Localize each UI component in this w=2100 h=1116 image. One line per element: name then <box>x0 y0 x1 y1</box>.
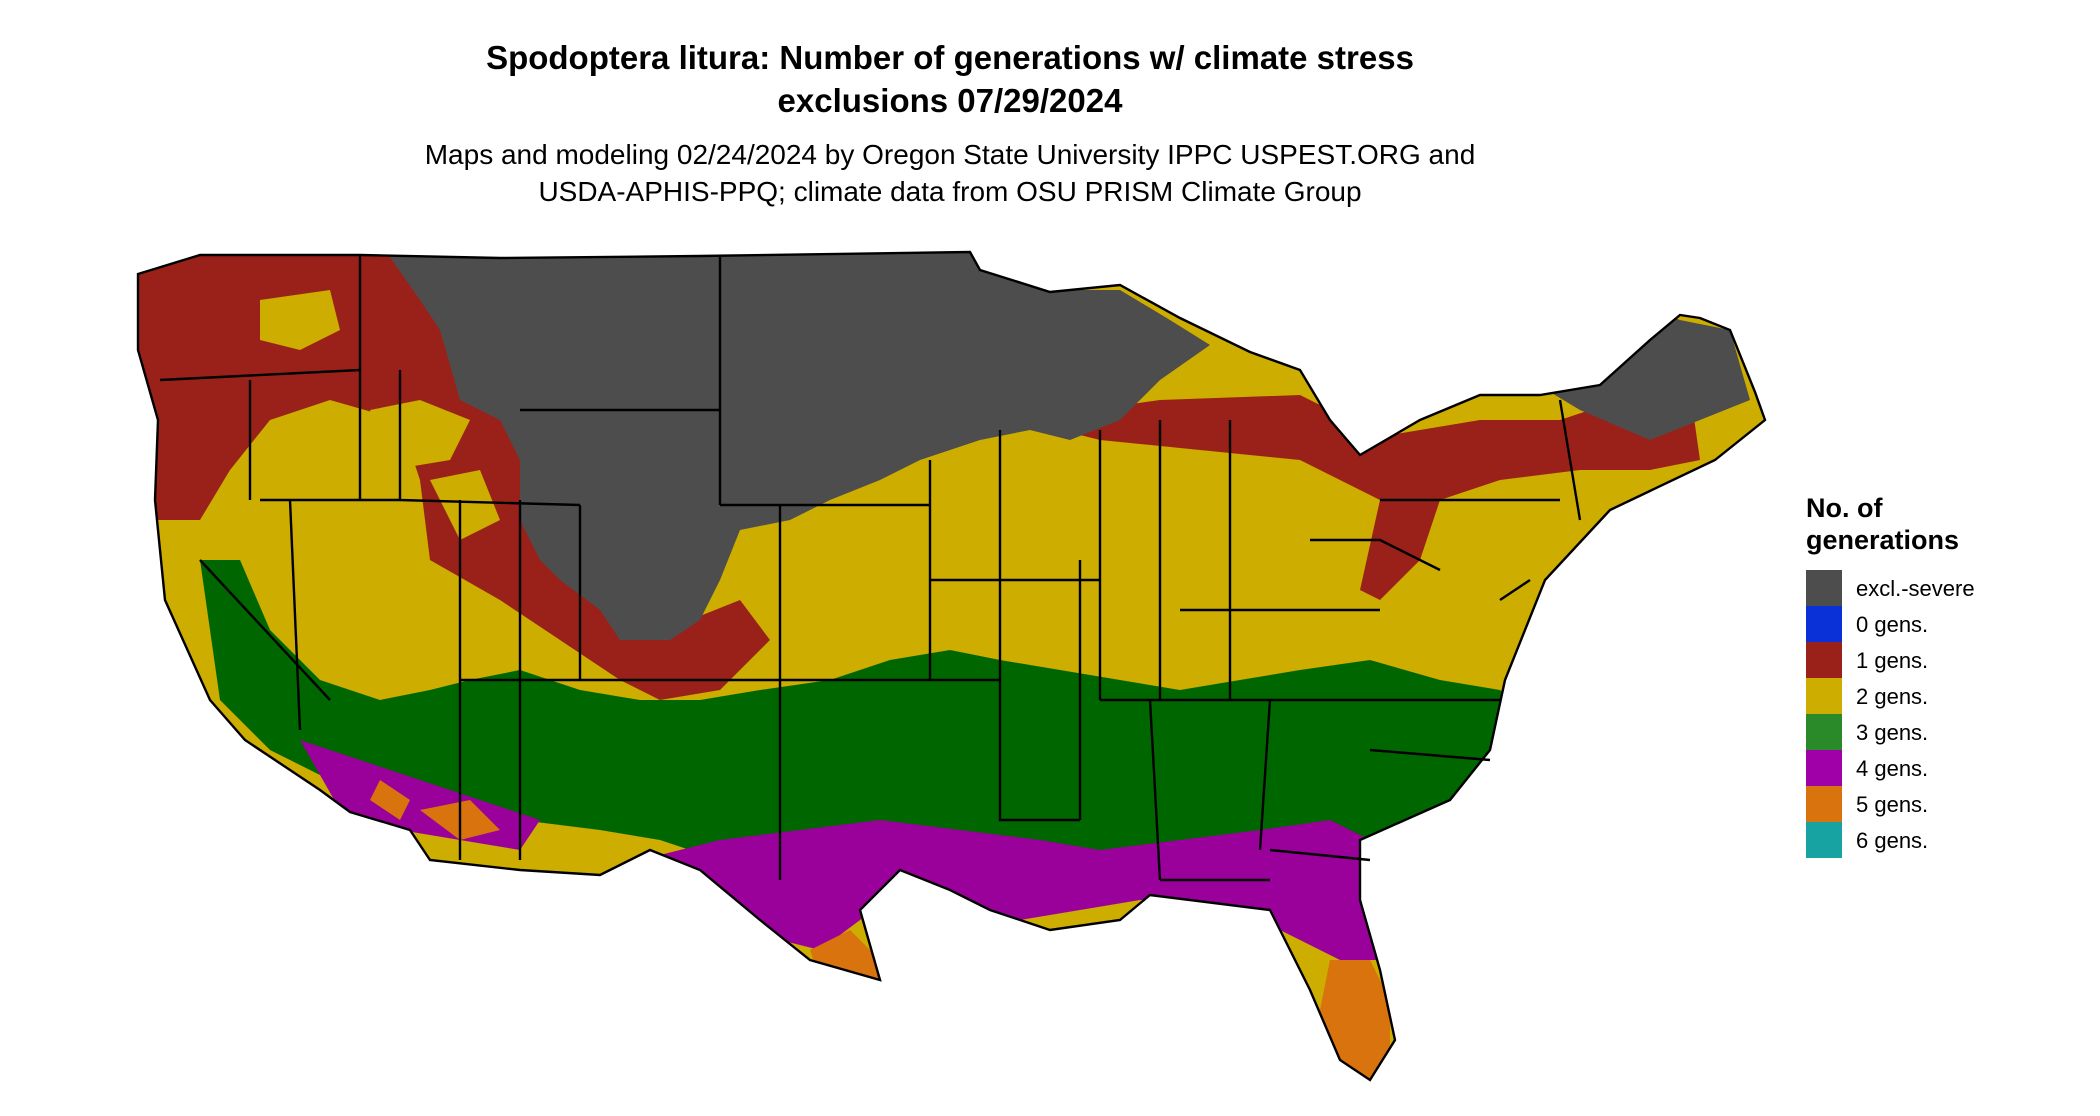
legend-swatch <box>1806 606 1842 642</box>
zone-1-gens-northeast <box>1020 390 1700 600</box>
map-subtitle-line-1: Maps and modeling 02/24/2024 by Oregon S… <box>424 139 1476 170</box>
map-subtitle-line-2: USDA-APHIS-PPQ; climate data from OSU PR… <box>538 176 1362 207</box>
legend-swatch <box>1806 822 1842 858</box>
legend-item: 3 gens. <box>1806 714 2066 750</box>
legend-label: 3 gens. <box>1856 720 1929 745</box>
legend-swatch <box>1806 750 1842 786</box>
legend-label: 1 gens. <box>1856 648 1929 673</box>
state-lines <box>159 255 1582 882</box>
zone-2-gens-northwest-patch <box>260 290 500 540</box>
map-title-line-2: exclusions 07/29/2024 <box>777 82 1123 119</box>
legend-title-line-2: generations <box>1806 525 1960 555</box>
legend-swatch <box>1806 786 1842 822</box>
legend-item: 0 gens. <box>1806 606 2066 642</box>
legend-swatch <box>1806 678 1842 714</box>
legend: No. of generations excl.-severe 0 gens. 1 … <box>1806 492 1975 858</box>
legend-item: excl.-severe <box>1806 570 2066 606</box>
us-outline <box>136 250 1767 1082</box>
legend-title-line-1: No. of <box>1806 493 1883 523</box>
legend-label: 5 gens. <box>1856 792 1929 817</box>
legend-swatch <box>1806 642 1842 678</box>
generation-zones <box>138 252 1765 1092</box>
legend-swatch <box>1806 570 1842 606</box>
legend-label: 2 gens. <box>1856 684 1929 709</box>
zone-3-gens <box>200 560 1530 880</box>
legend-swatch <box>1806 714 1842 750</box>
legend-item: 6 gens. <box>1806 822 2066 858</box>
legend-item: 4 gens. <box>1806 750 2066 786</box>
state-boundaries <box>136 250 1767 1082</box>
legend-label: 0 gens. <box>1856 612 1929 637</box>
legend-label: 6 gens. <box>1856 828 1929 853</box>
zone-4-gens <box>300 740 1380 960</box>
legend-item: 2 gens. <box>1806 678 2066 714</box>
legend-label: 4 gens. <box>1856 756 1929 781</box>
legend-label: excl.-severe <box>1856 576 1975 601</box>
map-title-line-1: Spodoptera litura: Number of generations… <box>486 39 1414 76</box>
zone-5-gens <box>370 780 1390 1080</box>
zone-6-gens <box>1335 1080 1370 1092</box>
zone-excluded <box>385 252 1750 640</box>
legend-item: 5 gens. <box>1806 786 2066 822</box>
legend-item: 1 gens. <box>1806 642 2066 678</box>
